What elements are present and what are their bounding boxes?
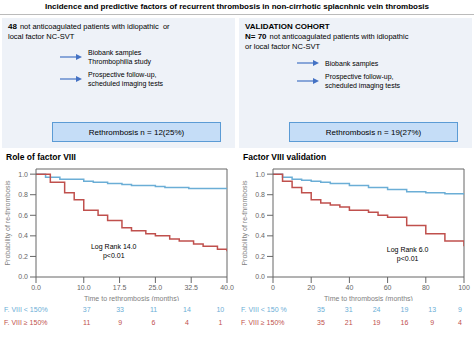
svg-text:20: 20: [307, 284, 315, 291]
svg-text:1.0: 1.0: [255, 171, 265, 178]
html-text:Log Rank 6.0 p<0.01: Log Rank 6.0 p<0.01: [386, 246, 429, 263]
svg-text:0.4: 0.4: [18, 232, 28, 239]
svg-text:Time to thrombosis (months): Time to thrombosis (months): [324, 295, 413, 301]
svg-text:32.5: 32.5: [184, 284, 198, 291]
html-text:Rethrombosis n = 19(27%): Rethrombosis n = 19(27%): [325, 127, 422, 137]
svg-text:0.4: 0.4: [255, 232, 265, 239]
svg-text:0.2: 0.2: [255, 253, 265, 260]
html-text:37: 37: [82, 306, 91, 313]
html-text:48 not anticoagulated patients: 48 not anticoagulated patients with idio…: [8, 22, 170, 31]
html-text:31: 31: [344, 306, 353, 313]
html-text:21: 21: [344, 319, 353, 326]
html-text:11: 11: [83, 319, 91, 326]
svg-text:0: 0: [271, 284, 275, 291]
svg-text:100: 100: [458, 284, 466, 291]
svg-text:0.8: 0.8: [18, 191, 28, 198]
html-text:N= 70 not anticoagulated patie: N= 70 not anticoagulated patients with i…: [245, 32, 409, 41]
svg-text:40: 40: [346, 284, 354, 291]
html-text:F. VIII < 150 %: F. VIII < 150 %: [241, 306, 287, 313]
svg-text:1.0: 1.0: [18, 171, 28, 178]
html-text:4: 4: [185, 319, 189, 326]
html-text:19: 19: [372, 319, 381, 326]
html-text:Rethrombosis n = 12(25%): Rethrombosis n = 12(25%): [88, 127, 185, 137]
html-text:33: 33: [116, 306, 124, 313]
html-text:4: 4: [458, 319, 462, 326]
svg-text:0.0: 0.0: [255, 273, 265, 280]
html-text:11: 11: [149, 306, 158, 313]
html-text:9: 9: [430, 319, 435, 326]
svg-text:0.0: 0.0: [31, 284, 41, 291]
svg-text:0.6: 0.6: [255, 212, 265, 219]
html-text:24: 24: [372, 306, 381, 313]
svg-text:40.0: 40.0: [220, 284, 234, 291]
html-text:Incidence and predictive facto: Incidence and predictive factors of recu…: [45, 2, 429, 11]
html-text:35: 35: [317, 306, 325, 313]
svg-text:0.0: 0.0: [18, 273, 28, 280]
svg-text:60: 60: [384, 284, 392, 291]
html-text:VALIDATION COHORT: VALIDATION COHORT: [245, 22, 330, 31]
html-text:F. VIII ≥ 150%: F. VIII ≥ 150%: [241, 319, 285, 326]
html-text:35: 35: [317, 319, 325, 326]
svg-text:10.0: 10.0: [77, 284, 91, 291]
html-text:Biobank samples: Biobank samples: [325, 59, 379, 67]
html-text:Biobank samples Thrombophilia: Biobank samples Thrombophilia study: [88, 49, 151, 65]
svg-text:Time to rethrombosis (months): Time to rethrombosis (months): [84, 295, 179, 301]
html-text:Prospective follow-up, schedul: Prospective follow-up, scheduled imaging…: [325, 73, 401, 89]
html-text:1: 1: [218, 319, 223, 326]
html-text:Factor VIII validation: Factor VIII validation: [243, 152, 327, 162]
svg-text:Probability of re-thrombosis: Probability of re-thrombosis: [241, 180, 249, 266]
html-text:6: 6: [151, 319, 156, 326]
html-text:Log Rank 14.0 p<0.01: Log Rank 14.0 p<0.01: [91, 243, 137, 260]
svg-text:17.5: 17.5: [113, 284, 127, 291]
svg-text:0.8: 0.8: [255, 191, 265, 198]
svg-text:0.6: 0.6: [18, 212, 28, 219]
html-text:F. VIII < 150%: F. VIII < 150%: [4, 306, 48, 313]
html-text:F. VIII ≥ 150%: F. VIII ≥ 150%: [4, 319, 48, 326]
html-text:local factor NC-SVT: local factor NC-SVT: [8, 32, 75, 41]
html-text:10: 10: [216, 306, 225, 313]
html-text:Role of factor VIII: Role of factor VIII: [6, 152, 76, 162]
html-text:19: 19: [400, 306, 409, 313]
svg-text:25.0: 25.0: [149, 284, 163, 291]
html-text:13: 13: [428, 306, 437, 313]
svg-text:80: 80: [422, 284, 430, 291]
svg-text:Probability of re-thrombosis: Probability of re-thrombosis: [8, 180, 12, 266]
html-text:14: 14: [183, 306, 191, 313]
svg-text:0.2: 0.2: [18, 253, 28, 260]
html-text:16: 16: [400, 319, 409, 326]
html-text:9: 9: [458, 306, 462, 313]
html-text:9: 9: [118, 319, 123, 326]
html-text:or local factor NC-SVT: or local factor NC-SVT: [245, 42, 320, 51]
html-text:Prospective follow-up, schedul: Prospective follow-up, scheduled imaging…: [88, 71, 164, 87]
